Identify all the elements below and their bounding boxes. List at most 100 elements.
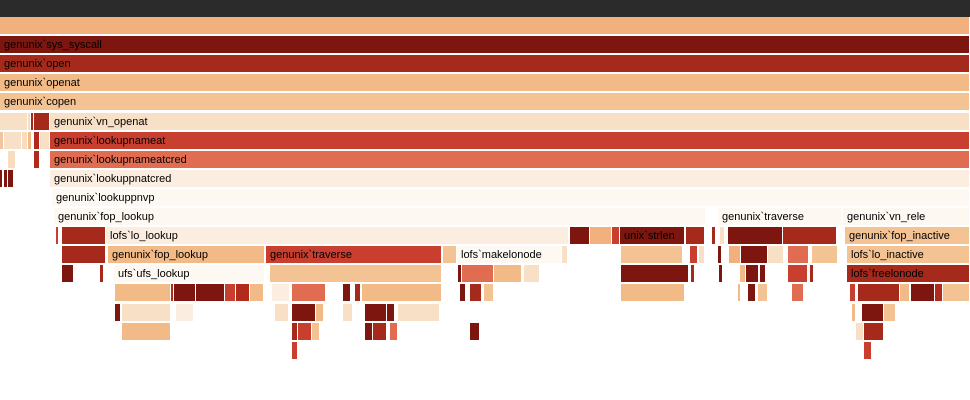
flame-frame[interactable] (362, 284, 442, 303)
flame-frame[interactable] (365, 322, 373, 341)
flame-frame[interactable]: genunix`vn_openat (50, 112, 970, 131)
flame-frame[interactable] (494, 265, 522, 284)
flame-frame[interactable]: genunix`lookuppnatcred (50, 169, 970, 188)
flame-frame[interactable] (484, 284, 494, 303)
flame-frame[interactable] (28, 131, 32, 150)
flame-frame[interactable]: genunix`fop_inactive (845, 227, 970, 246)
flame-frame[interactable] (196, 284, 225, 303)
flame-frame[interactable] (100, 265, 104, 284)
flame-frame[interactable] (884, 303, 896, 322)
flame-frame[interactable] (935, 284, 943, 303)
flame-frame[interactable] (62, 246, 106, 265)
flame-frame[interactable] (470, 322, 480, 341)
flame-frame[interactable] (740, 265, 746, 284)
flame-frame[interactable] (343, 284, 351, 303)
flame-frame[interactable] (365, 303, 387, 322)
flame-frame[interactable] (122, 303, 171, 322)
flame-frame[interactable] (398, 303, 440, 322)
flame-frame[interactable] (748, 284, 756, 303)
flame-frame[interactable] (373, 322, 387, 341)
flame-frame[interactable]: genunix`traverse (266, 246, 442, 265)
flame-frame[interactable] (783, 227, 837, 246)
flame-frame[interactable] (390, 322, 398, 341)
flame-frame[interactable] (171, 284, 174, 303)
flame-frame[interactable] (621, 265, 689, 284)
flame-frame[interactable] (758, 284, 768, 303)
flame-frame[interactable] (719, 265, 723, 284)
flame-frame[interactable] (612, 227, 620, 246)
flame-frame[interactable] (56, 227, 59, 246)
flame-frame[interactable] (8, 150, 16, 169)
flame-frame[interactable] (387, 303, 395, 322)
flame-frame[interactable] (621, 246, 683, 265)
flame-frame[interactable] (690, 246, 698, 265)
flame-frame[interactable] (470, 284, 482, 303)
flame-frame[interactable] (850, 284, 856, 303)
flame-frame[interactable] (62, 227, 106, 246)
flame-frame[interactable]: genunix`lookupnameat (50, 131, 970, 150)
flame-frame[interactable] (856, 322, 864, 341)
flame-frame[interactable] (34, 112, 50, 131)
flame-frame[interactable] (176, 303, 194, 322)
flame-frame[interactable] (460, 284, 466, 303)
flame-frame[interactable] (862, 303, 884, 322)
flame-frame[interactable]: lofs`lo_lookup (106, 227, 569, 246)
flame-frame[interactable] (810, 265, 814, 284)
flame-frame[interactable] (570, 227, 590, 246)
flame-frame[interactable] (298, 322, 312, 341)
flame-frame[interactable] (62, 265, 74, 284)
flame-frame[interactable] (292, 284, 326, 303)
flame-frame[interactable] (760, 265, 766, 284)
flame-frame[interactable] (122, 322, 171, 341)
flame-frame[interactable] (40, 131, 50, 150)
flame-frame[interactable]: ufs`ufs_lookup (114, 265, 265, 284)
flame-frame[interactable] (250, 284, 264, 303)
flame-frame[interactable]: genunix`openat (0, 74, 970, 93)
flame-frame[interactable] (8, 169, 14, 188)
flame-frame[interactable] (292, 303, 316, 322)
flame-frame[interactable] (900, 284, 910, 303)
flame-frame[interactable]: lofs`freelonode (847, 265, 970, 284)
flame-frame[interactable] (292, 341, 298, 360)
flame-frame[interactable] (792, 284, 804, 303)
flame-frame[interactable] (174, 284, 196, 303)
flame-frame[interactable] (355, 284, 361, 303)
flame-frame[interactable]: genunix`vn_rele (843, 208, 970, 226)
flame-frame[interactable] (746, 265, 759, 284)
flame-frame[interactable] (270, 265, 442, 284)
flame-frame[interactable] (524, 265, 540, 284)
flame-frame[interactable] (728, 227, 783, 246)
flame-frame[interactable]: genunix`fop_lookup (108, 246, 265, 265)
flame-frame[interactable] (31, 112, 34, 131)
flame-frame[interactable] (34, 150, 40, 169)
flame-frame[interactable]: genunix`copen (0, 93, 970, 112)
flame-frame[interactable] (0, 131, 4, 150)
flame-frame[interactable] (691, 265, 695, 284)
flame-frame[interactable] (312, 322, 320, 341)
flame-frame[interactable] (0, 169, 3, 188)
flame-frame[interactable] (864, 322, 884, 341)
flame-frame[interactable] (225, 284, 236, 303)
flame-frame[interactable]: lofs`makelonode (457, 246, 562, 265)
flame-frame[interactable] (22, 131, 28, 150)
flame-frame[interactable] (115, 284, 171, 303)
flame-frame[interactable] (864, 341, 872, 360)
flame-frame[interactable] (738, 284, 741, 303)
flame-frame[interactable] (718, 246, 722, 265)
flame-frame[interactable]: lofs`lo_inactive (847, 246, 970, 265)
flame-frame[interactable] (621, 284, 685, 303)
flame-frame[interactable] (28, 112, 31, 131)
flame-frame[interactable]: genunix`traverse (718, 208, 842, 226)
flame-frame[interactable] (34, 131, 40, 150)
flame-frame[interactable] (443, 246, 457, 265)
flame-frame[interactable] (686, 227, 705, 246)
flame-frame[interactable] (272, 284, 290, 303)
flame-frame[interactable]: genunix`open (0, 55, 970, 74)
flame-frame[interactable] (0, 17, 970, 35)
flame-frame[interactable] (236, 284, 250, 303)
flame-frame[interactable] (943, 284, 970, 303)
flame-frame[interactable]: genunix`lookuppnvp (52, 188, 970, 207)
flame-frame[interactable] (911, 284, 935, 303)
flame-frame[interactable] (852, 303, 856, 322)
flame-frame[interactable] (0, 112, 28, 131)
